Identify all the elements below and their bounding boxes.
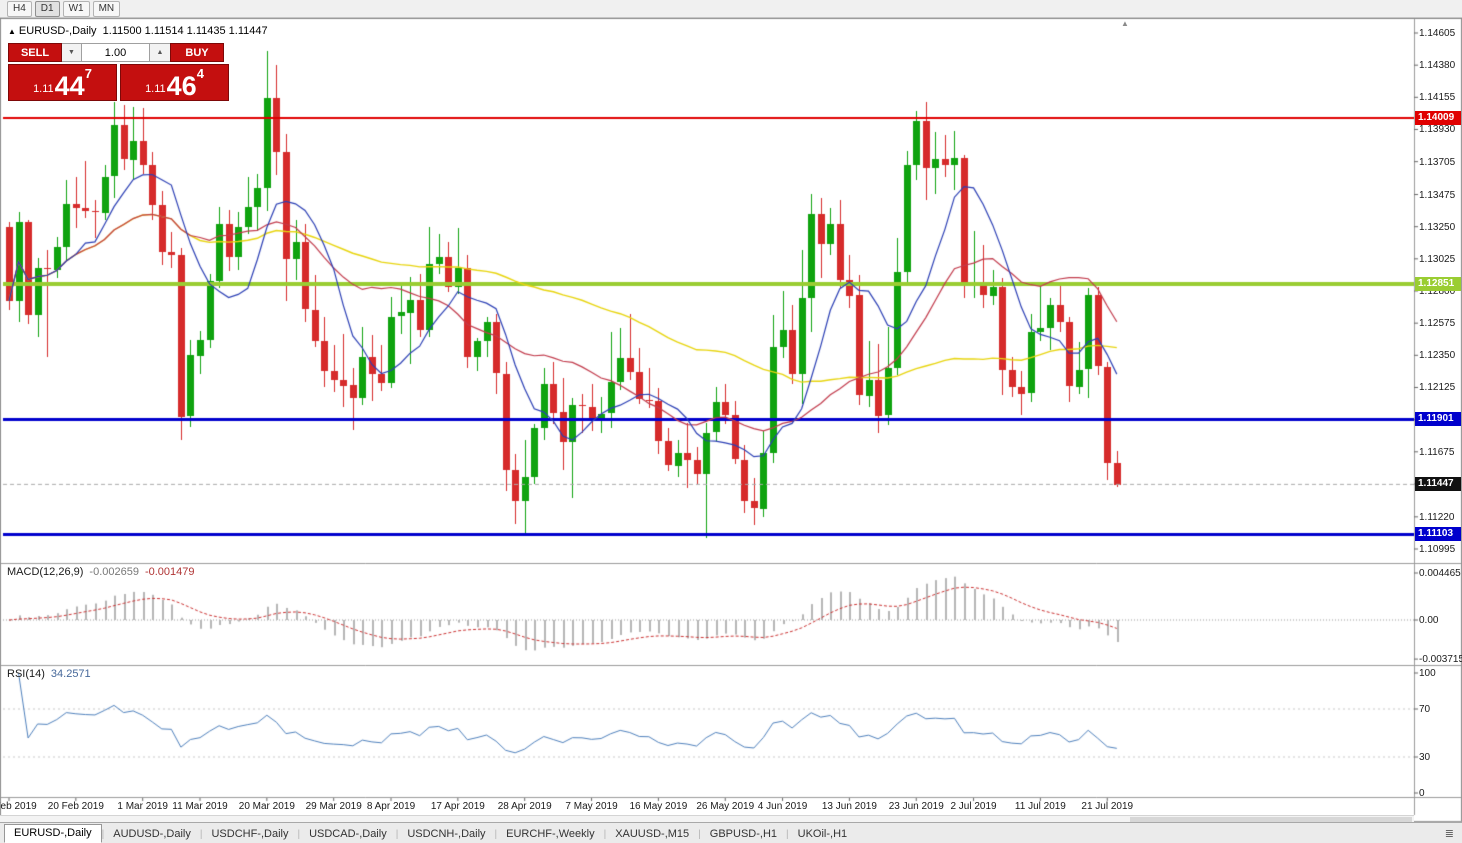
- rsi-axis-label: 70: [1419, 704, 1431, 715]
- sell-price-big-digits: 44: [54, 71, 85, 101]
- price-axis-label: 1.14155: [1419, 92, 1456, 104]
- price-axis-label: 1.11675: [1419, 446, 1455, 458]
- rsi-pane-header: RSI(14) 34.2571: [7, 668, 91, 680]
- macd-pane-header: MACD(12,26,9) -0.002659 -0.001479: [7, 566, 195, 578]
- tab-separator: |: [395, 828, 399, 840]
- price-axis-label: 1.13705: [1419, 156, 1456, 168]
- macd-axis-label: 0.004465: [1419, 568, 1461, 579]
- tab-audusd-daily[interactable]: AUDUSD-,Daily: [113, 828, 191, 840]
- buy-price-prefix: 1.11: [145, 83, 166, 95]
- date-axis-label: 11 Jul 2019: [1014, 801, 1066, 812]
- tab-gbpusd-h1[interactable]: GBPUSD-,H1: [709, 828, 778, 840]
- date-axis-label: 13 Jun 2019: [821, 801, 877, 812]
- date-axis-label: 4 Jun 2019: [757, 801, 808, 812]
- buy-button[interactable]: BUY: [170, 43, 224, 62]
- tab-eurchf-weekly[interactable]: EURCHF-,Weekly: [506, 828, 595, 840]
- sell-price-pip-digit: 7: [84, 66, 92, 81]
- volume-decrease-button[interactable]: ▼: [62, 43, 82, 62]
- date-axis-label: 23 Jun 2019: [888, 801, 944, 812]
- tab-separator: |: [494, 828, 498, 840]
- sell-button[interactable]: SELL: [8, 43, 62, 62]
- timeframe-button-mn[interactable]: MN: [92, 0, 121, 17]
- tab-list-icon[interactable]: ≣: [1444, 827, 1454, 840]
- date-axis-label: 11 Mar 2019: [172, 801, 228, 812]
- price-axis-label: 1.13250: [1419, 221, 1456, 233]
- macd-signal-value: -0.001479: [144, 566, 195, 578]
- macd-indicator-name: MACD(12,26,9): [7, 566, 84, 578]
- price-axis-label: 1.11220: [1419, 511, 1455, 523]
- symbol-tab-bar: ≣ EURUSD-,Daily | AUDUSD-,Daily | USDCHF-,Da…: [0, 822, 1462, 843]
- date-axis-label: 7 May 2019: [565, 801, 618, 812]
- tab-separator: |: [698, 828, 701, 840]
- tab-usdcad-daily[interactable]: USDCAD-,Daily: [309, 828, 387, 840]
- macd-axis-label: -0.003715: [1419, 654, 1462, 666]
- timeframe-button-h4[interactable]: H4: [7, 0, 32, 17]
- chart-ohlc-values: 1.11500 1.11514 1.11435 1.11447: [102, 25, 268, 37]
- rsi-indicator-name: RSI(14): [7, 668, 45, 680]
- macd-main-value: -0.002659: [89, 566, 139, 578]
- chart-shift-marker[interactable]: ▲: [1121, 19, 1129, 28]
- volume-input[interactable]: [82, 43, 150, 62]
- level-price-tag: 1.14009: [1415, 111, 1461, 126]
- price-axis-label: 1.12800: [1419, 286, 1456, 297]
- price-axis-label: 1.12125: [1419, 382, 1456, 394]
- tab-ukoil-h1[interactable]: UKOil-,H1: [797, 828, 848, 840]
- one-click-trading-panel: SELL ▼ ▲ BUY 1.11 44 7 1.11 46 4: [8, 43, 229, 101]
- date-axis-label: 1 Mar 2019: [117, 801, 168, 812]
- date-axis-label: 11 Feb 2019: [0, 801, 37, 812]
- date-axis-label: 2 Jul 2019: [950, 801, 997, 812]
- buy-price-display[interactable]: 1.11 46 4: [120, 64, 229, 101]
- level-price-tag: 1.11901: [1415, 412, 1461, 427]
- price-axis-label: 1.13025: [1419, 253, 1456, 265]
- level-price-tag: 1.12851: [1415, 276, 1461, 291]
- buy-price-pip-digit: 4: [196, 66, 204, 81]
- price-axis-label: 1.10995: [1419, 544, 1456, 555]
- date-axis-label: 29 Mar 2019: [305, 801, 362, 812]
- tab-usdchf-daily[interactable]: USDCHF-,Daily: [211, 828, 289, 840]
- tab-usdcnh-daily[interactable]: USDCNH-,Daily: [407, 828, 486, 840]
- sell-price-prefix: 1.11: [33, 83, 54, 95]
- tab-xauusd-m15[interactable]: XAUUSD-,M15: [615, 828, 690, 840]
- tab-eurusd-daily[interactable]: EURUSD-,Daily: [4, 824, 102, 843]
- rsi-axis-label: 30: [1419, 752, 1431, 763]
- price-axis-label: 1.13475: [1419, 189, 1456, 201]
- sell-price-display[interactable]: 1.11 44 7: [8, 64, 117, 101]
- buy-price-big-digits: 46: [166, 71, 197, 101]
- level-price-tag: 1.11103: [1415, 526, 1461, 541]
- tab-separator: |: [101, 828, 105, 840]
- horizontal-scrollbar[interactable]: [0, 815, 1414, 822]
- date-axis-label: 8 Apr 2019: [366, 801, 416, 812]
- date-axis-label: 16 May 2019: [629, 801, 688, 812]
- symbol-direction-icon: ▲: [8, 27, 16, 36]
- date-axis-label: 17 Apr 2019: [430, 801, 485, 812]
- horizontal-scrollbar-thumb[interactable]: [1130, 817, 1412, 822]
- chart-symbol-label: EURUSD-,Daily: [18, 25, 97, 37]
- timeframe-button-w1[interactable]: W1: [62, 0, 90, 17]
- tab-separator: |: [786, 828, 789, 840]
- macd-axis-label: 0.00: [1419, 615, 1439, 626]
- date-axis-label: 28 Apr 2019: [497, 801, 552, 812]
- tab-separator: |: [603, 828, 607, 840]
- date-axis-label: 21 Jul 2019: [1081, 801, 1134, 812]
- chart-ohlc-header: ▲ EURUSD-,Daily 1.11500 1.11514 1.11435 1…: [8, 25, 268, 37]
- date-axis-label: 20 Feb 2019: [47, 801, 104, 812]
- timeframe-toolbar: H4 D1 W1 MN: [0, 0, 1462, 18]
- price-axis-label: 1.14605: [1419, 28, 1456, 39]
- rsi-axis-label: 100: [1419, 668, 1436, 679]
- tab-separator: |: [297, 828, 301, 840]
- date-axis-label: 26 May 2019: [696, 801, 755, 812]
- price-axis-label: 1.14380: [1419, 60, 1456, 72]
- timeframe-button-d1[interactable]: D1: [34, 0, 60, 17]
- current-bid-price-tag: 1.11447: [1415, 477, 1461, 492]
- price-axis-label: 1.12350: [1419, 350, 1456, 362]
- price-axis-label: 1.12575: [1419, 318, 1456, 330]
- rsi-axis-label: 0: [1419, 788, 1425, 799]
- tab-separator: |: [199, 828, 203, 840]
- date-axis-label: 20 Mar 2019: [238, 801, 295, 812]
- volume-increase-button[interactable]: ▲: [150, 43, 170, 62]
- rsi-value: 34.2571: [50, 668, 91, 680]
- price-axis-label: 1.13930: [1419, 124, 1456, 136]
